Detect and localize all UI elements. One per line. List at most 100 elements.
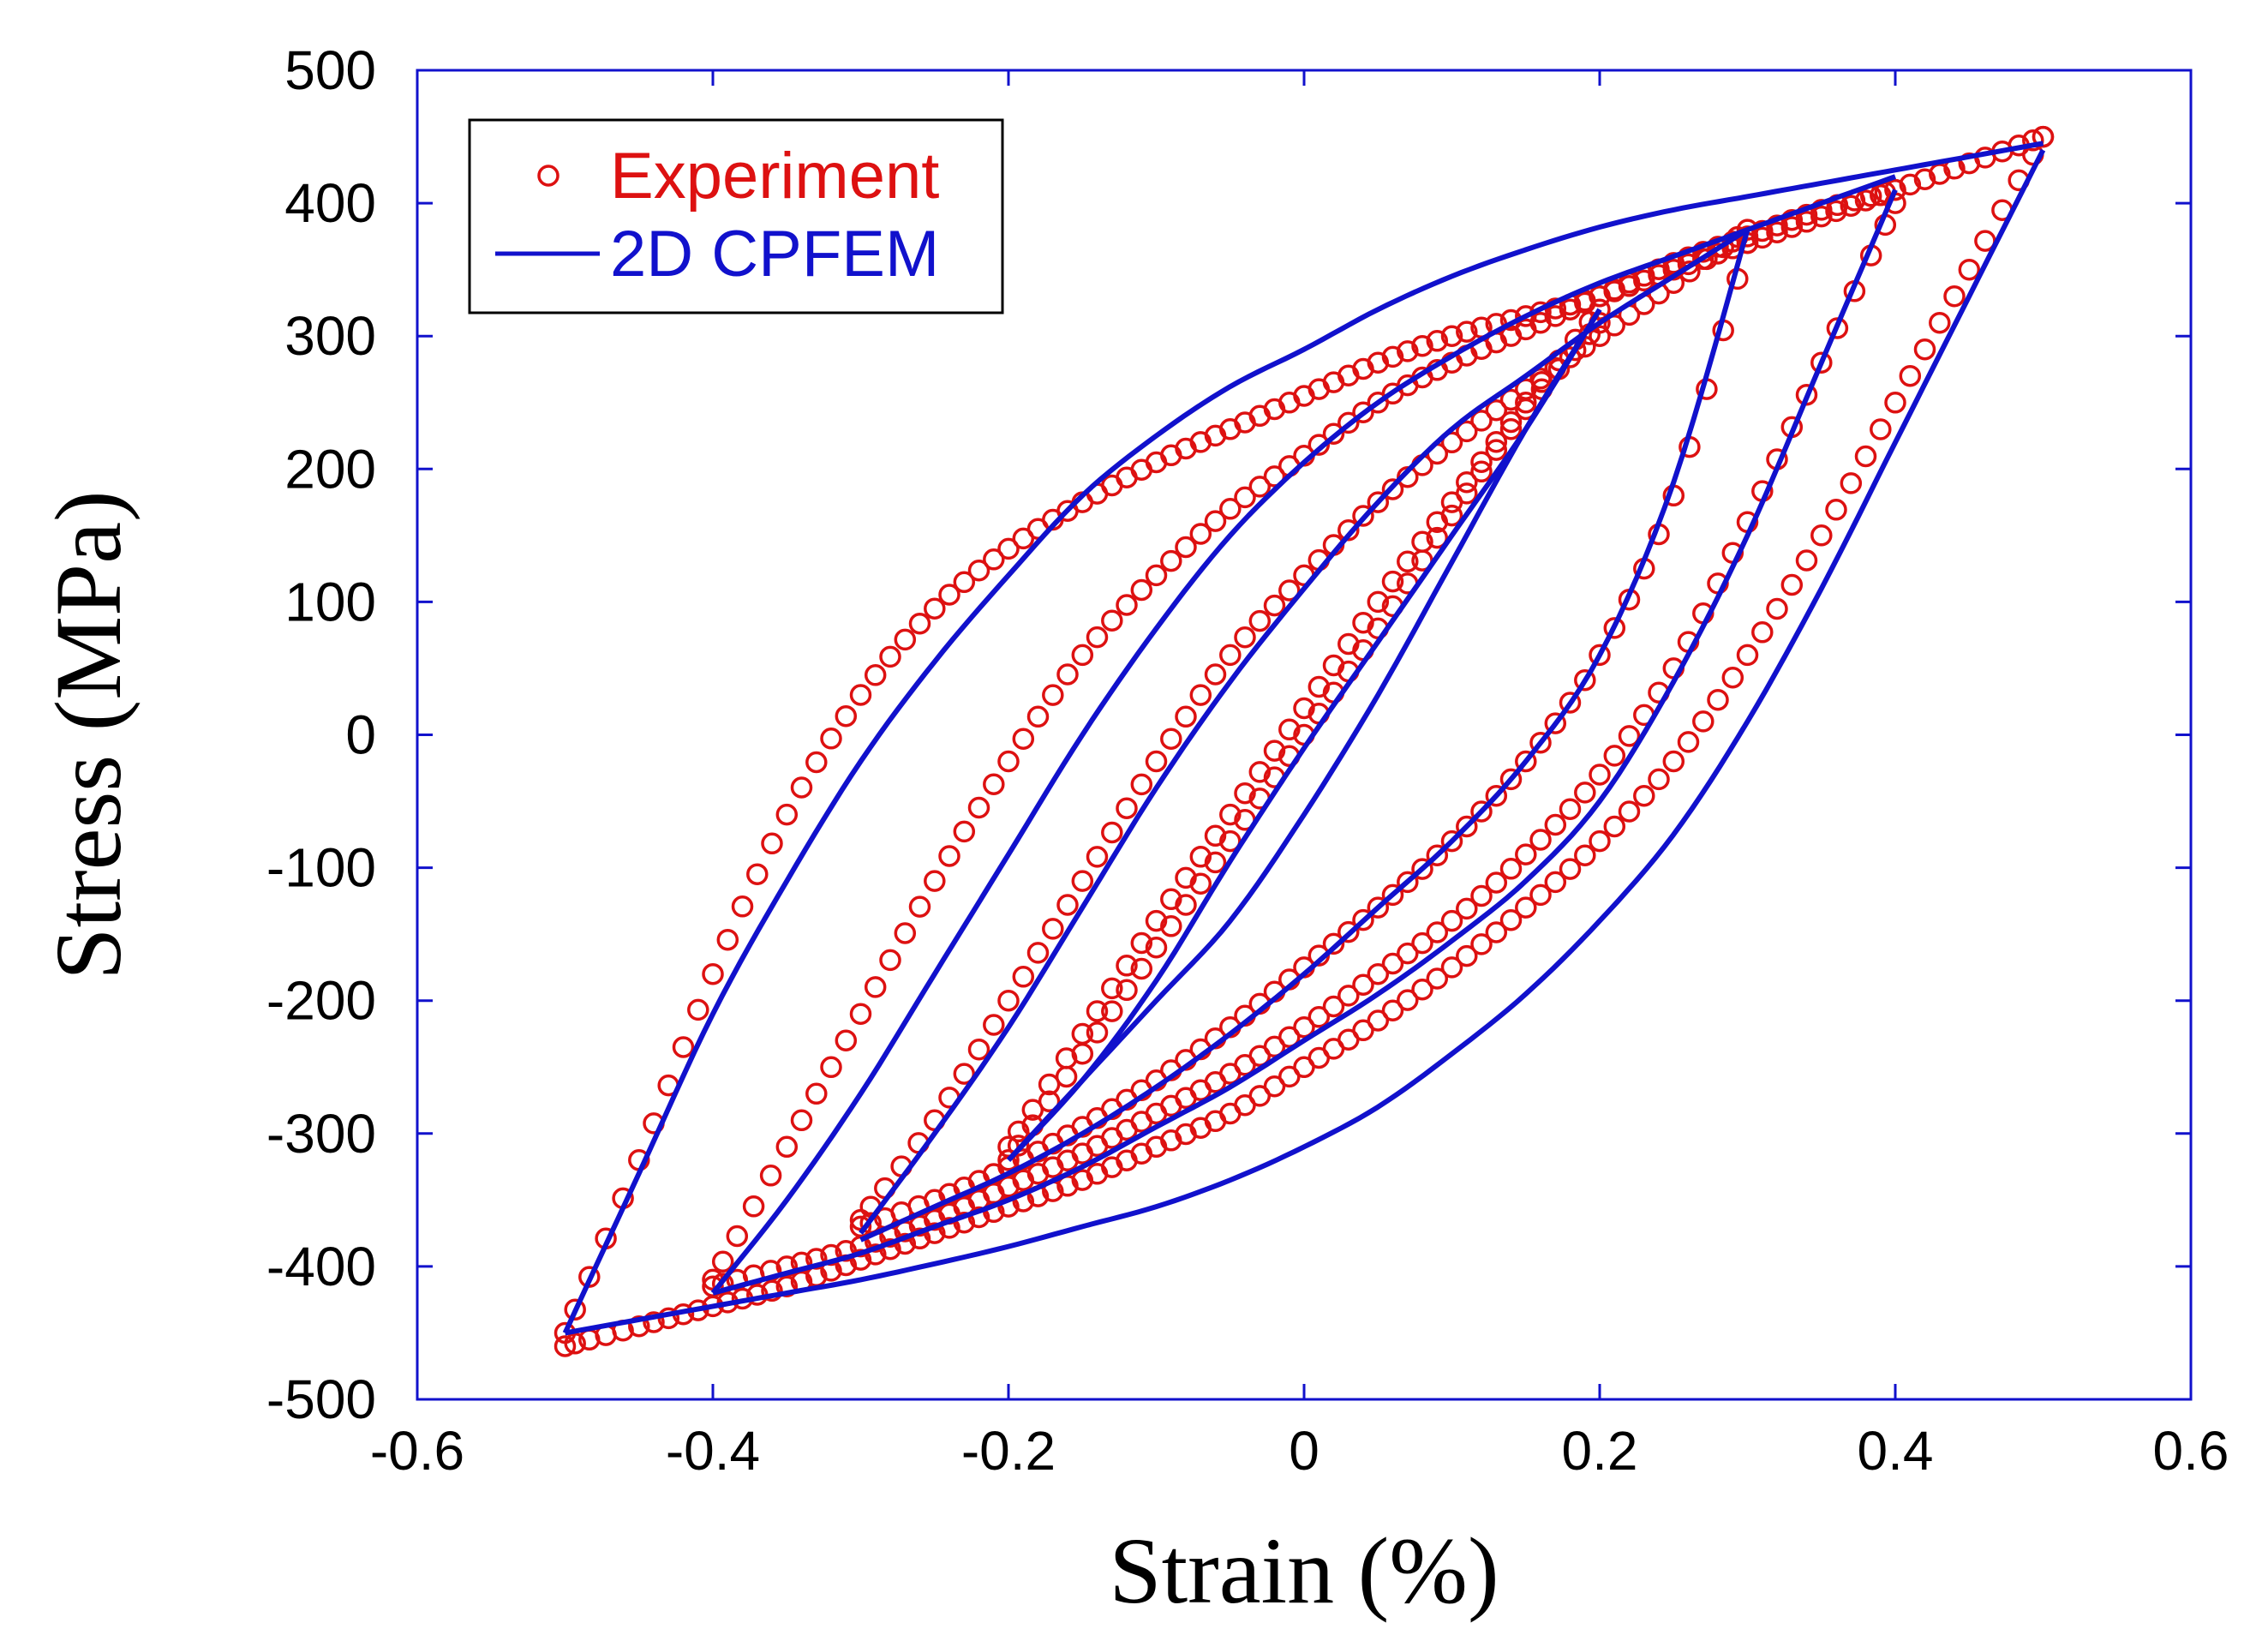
experiment-point [1603,745,1626,767]
experiment-point [1515,305,1537,327]
experiment-point [1795,203,1818,226]
experiment-point [864,664,887,686]
experiment-point [879,949,901,972]
experiment-point [1677,731,1700,753]
experiment-point [1071,644,1094,667]
experiment-point [672,1036,695,1058]
experiment-point [1056,663,1079,686]
experiment-point [1381,345,1404,368]
experiment-point [1219,803,1242,826]
experiment-point [1086,846,1109,868]
x-tick-label: 0.2 [1562,1420,1638,1482]
experiment-point [1692,248,1714,270]
experiment-point [1145,564,1168,587]
experiment-point [997,1149,1020,1171]
experiment-point [1397,942,1419,965]
experiment-point [1648,768,1670,791]
experiment-point [849,1003,872,1025]
experiment-point [1426,967,1449,990]
experiment-point [716,928,739,951]
experiment-point [1499,388,1523,411]
experiment-point [1766,221,1788,243]
experiment-point [1248,1085,1272,1107]
experiment-point [1381,952,1404,975]
experiment-point [1456,815,1478,838]
experiment-point [1470,800,1493,823]
experiment-point [997,537,1020,560]
experiment-point [1322,422,1345,445]
experiment-point [1012,527,1035,550]
experiment-point [1515,843,1537,865]
experiment-point [1870,418,1892,440]
experiment-point [1958,258,1981,281]
experiment-point [1352,401,1374,423]
experiment-point [983,1014,1005,1036]
experiment-point [1101,1000,1123,1022]
experiment-point [775,1135,799,1159]
experiment-point [1352,1019,1374,1042]
experiment-point [1234,626,1256,649]
plot-area [554,125,2055,1357]
experiment-point [1411,858,1433,880]
experiment-point [1042,918,1064,940]
experiment-point [1367,1009,1390,1032]
experiment-point [1411,334,1433,357]
experiment-point [1130,931,1153,955]
experiment-point [1470,884,1493,907]
experiment-point [1160,728,1182,750]
experiment-point [835,1029,858,1051]
model-line-descending [710,174,1897,1295]
experiment-point [1204,510,1227,532]
y-tick-label: 300 [284,305,376,367]
experiment-point [1485,921,1508,943]
experiment-point [1381,999,1404,1021]
experiment-point [2022,129,2044,152]
experiment-point [1589,644,1611,667]
experiment-point [1958,152,1981,175]
experiment-point [1248,476,1272,498]
experiment-point [1381,883,1404,907]
experiment-point [1411,978,1433,1001]
experiment-point [1352,908,1374,931]
experiment-point [908,895,931,918]
experiment-point [1574,782,1596,804]
experiment-point [1234,782,1256,805]
y-tick-label: 100 [284,571,376,632]
experiment-point [953,820,976,843]
experiment-point [1189,846,1212,868]
y-tick-label: -400 [266,1236,376,1297]
experiment-point [967,559,990,582]
experiment-point [1603,815,1626,838]
experiment-point [1470,451,1493,473]
experiment-point [1189,523,1212,545]
experiment-point [1870,184,1892,207]
experiment-point [1130,773,1153,796]
experiment-point [938,1217,960,1239]
experiment-point [1055,1065,1078,1088]
legend-experiment-marker [537,165,560,187]
y-tick-label: 500 [284,39,376,101]
experiment-point [1352,611,1374,634]
experiment-point [1101,609,1123,632]
experiment-point [1440,325,1463,347]
experiment-point [924,597,946,620]
legend-experiment-label: Experiment [610,140,939,213]
experiment-point [1263,740,1286,762]
experiment-point [1007,1135,1030,1157]
experiment-point [1515,896,1537,919]
experiment-point [1160,549,1182,572]
experiment-point [1633,784,1655,807]
experiment-point [1130,578,1153,602]
model-line-ascending [564,148,2046,1336]
experiment-point [1751,219,1774,243]
experiment-point [1322,995,1345,1018]
experiment-point [1470,460,1493,483]
experiment-point [1426,921,1449,943]
experiment-point [1810,205,1833,228]
experiment-point [554,1335,577,1357]
experiment-point [726,1225,749,1248]
experiment-point [1397,989,1419,1011]
experiment-point [1780,208,1804,231]
experiment-point [1456,897,1478,920]
experiment-point [1116,797,1138,819]
